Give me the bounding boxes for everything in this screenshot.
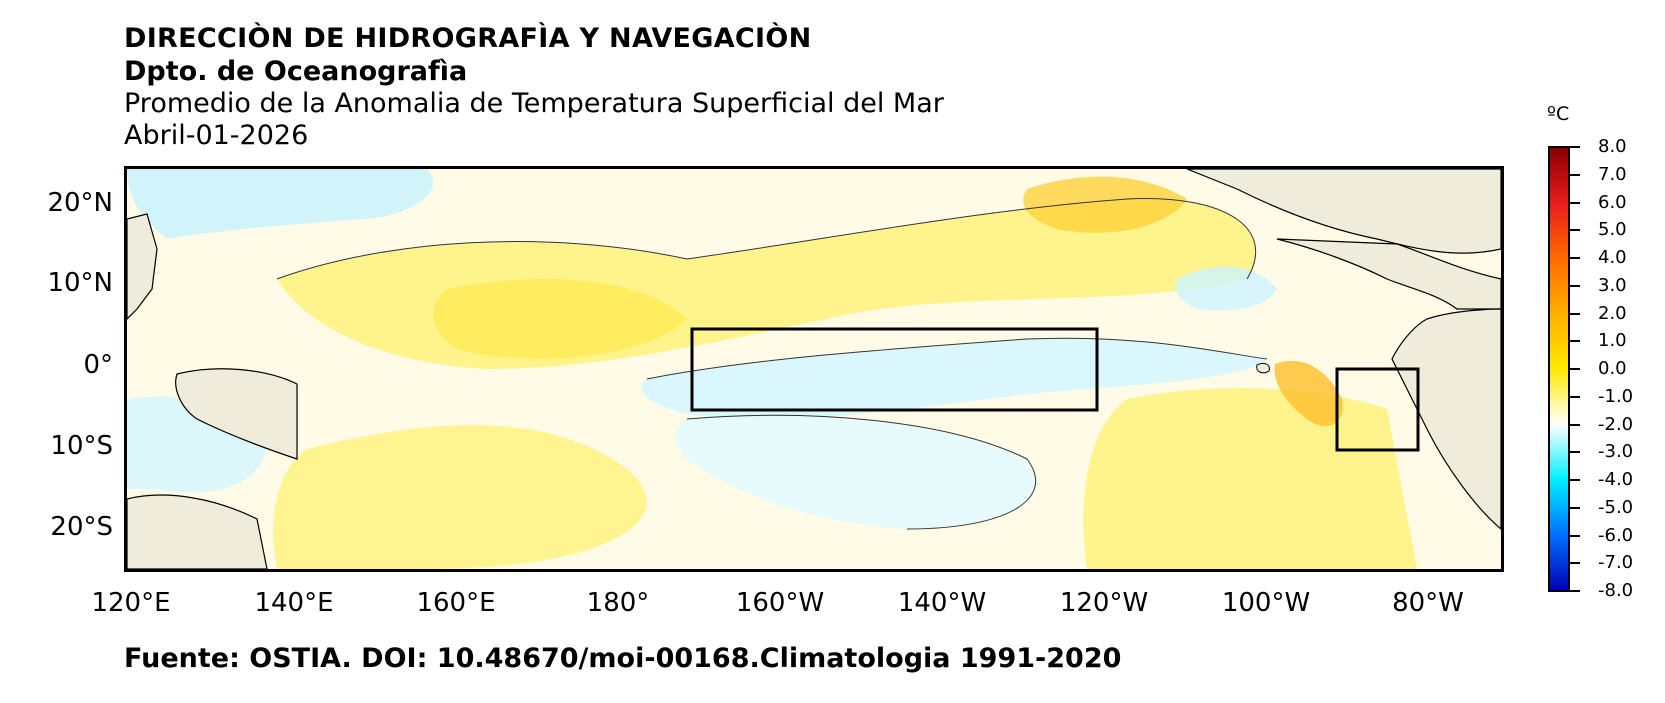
land-galapagos xyxy=(1256,362,1270,374)
colorbar-tick-mark xyxy=(1570,312,1580,315)
map-svg xyxy=(127,169,1501,569)
colorbar-tick-label: -7.0 xyxy=(1598,552,1634,574)
lat-label-20n: 20°N xyxy=(47,188,113,218)
title-block: DIRECCIÒN DE HIDROGRAFÌA Y NAVEGACIÒN Dp… xyxy=(124,22,944,152)
institution-title: DIRECCIÒN DE HIDROGRAFÌA Y NAVEGACIÒN xyxy=(124,23,812,54)
south-east-warm-anomaly xyxy=(1083,388,1417,569)
lon-label-140e: 140°E xyxy=(254,588,334,618)
land-australia-north xyxy=(127,494,268,569)
lon-label-80w: 80°W xyxy=(1392,588,1464,618)
colorbar-tick-label: -1.0 xyxy=(1598,385,1634,407)
lon-label-100w: 100°W xyxy=(1221,588,1311,618)
land-south-america xyxy=(1391,308,1501,530)
lat-label-10n: 10°N xyxy=(47,268,113,298)
anomaly-contour-south xyxy=(686,414,1037,530)
colorbar-tick-label: -5.0 xyxy=(1598,496,1634,518)
sst-anomaly-map xyxy=(124,166,1504,572)
map-title: Promedio de la Anomalia de Temperatura S… xyxy=(124,88,944,119)
colorbar-tick-mark xyxy=(1570,229,1580,232)
land-central-america xyxy=(1276,238,1501,310)
colorbar-tick-mark xyxy=(1570,534,1580,537)
lon-label-160w: 160°W xyxy=(735,588,825,618)
colorbar-tick-label: -2.0 xyxy=(1598,413,1634,435)
lon-label-140w: 140°W xyxy=(897,588,987,618)
colorbar-tick-label: 5.0 xyxy=(1598,219,1627,241)
colorbar-tick-label: 4.0 xyxy=(1598,247,1627,268)
colorbar-tick-label: 7.0 xyxy=(1598,163,1627,185)
central-america-cool-anomaly xyxy=(1175,266,1277,311)
lon-label-120w: 120°W xyxy=(1059,588,1149,618)
colorbar-tick-mark xyxy=(1570,423,1580,426)
colorbar-tick-label: -8.0 xyxy=(1598,580,1634,601)
peru-coast-warm-anomaly xyxy=(1274,360,1343,427)
north-east-warm-anomaly xyxy=(1023,176,1187,233)
colorbar-tick-label: 6.0 xyxy=(1598,191,1627,213)
colorbar-tick-label: 8.0 xyxy=(1598,136,1627,157)
southern-cool-anomaly xyxy=(675,415,1036,529)
nino34-region-box xyxy=(690,327,1099,412)
lat-label-20s: 20°S xyxy=(50,512,113,542)
colorbar-tick-mark xyxy=(1570,562,1580,565)
south-warm-anomaly xyxy=(273,425,647,569)
colorbar-tick-mark xyxy=(1570,395,1580,398)
colorbar-tick-mark xyxy=(1570,368,1580,370)
colorbar-tick-mark xyxy=(1570,284,1580,287)
north-warm-anomaly-2 xyxy=(433,279,687,359)
colorbar-tick-label: 0.0 xyxy=(1598,358,1627,379)
northwest-cool-anomaly xyxy=(127,169,434,239)
data-source-footer: Fuente: OSTIA. DOI: 10.48670/moi-00168.C… xyxy=(124,643,1122,674)
lon-label-160e: 160°E xyxy=(416,588,496,618)
lon-label-180: 180° xyxy=(586,588,650,618)
colorbar-unit: ºC xyxy=(1547,103,1570,125)
colorbar-tick-mark xyxy=(1570,479,1580,481)
colorbar-tick-label: -4.0 xyxy=(1598,469,1634,490)
colorbar-tick-mark xyxy=(1570,173,1580,176)
colorbar xyxy=(1548,146,1570,592)
anomaly-contour-equator xyxy=(646,337,1268,380)
lat-label-10s: 10°S xyxy=(50,431,113,461)
nino12-region-box xyxy=(1335,367,1420,452)
colorbar-tick-mark xyxy=(1570,257,1580,259)
colorbar-tick-mark xyxy=(1570,590,1580,592)
colorbar-tick-mark xyxy=(1570,146,1580,148)
colorbar-tick-label: 1.0 xyxy=(1598,330,1627,352)
colorbar-tick-mark xyxy=(1570,506,1580,509)
lon-label-120e: 120°E xyxy=(91,588,171,618)
colorbar-tick-mark xyxy=(1570,340,1580,343)
colorbar-tick-mark xyxy=(1570,451,1580,454)
colorbar-tick-label: 3.0 xyxy=(1598,274,1627,296)
department-title: Dpto. de Oceanografìa xyxy=(124,56,468,87)
land-mexico xyxy=(1186,169,1501,254)
equatorial-cool-anomaly xyxy=(641,338,1267,420)
colorbar-tick-mark xyxy=(1570,201,1580,204)
map-date: Abril-01-2026 xyxy=(124,120,309,151)
land-philippines xyxy=(127,213,158,320)
colorbar-tick-label: 2.0 xyxy=(1598,302,1627,324)
lat-label-equator: 0° xyxy=(83,350,113,380)
anomaly-contour-north xyxy=(276,198,1257,280)
land-new-guinea xyxy=(175,368,298,460)
colorbar-tick-label: -3.0 xyxy=(1598,441,1634,463)
colorbar-tick-label: -6.0 xyxy=(1598,524,1634,546)
